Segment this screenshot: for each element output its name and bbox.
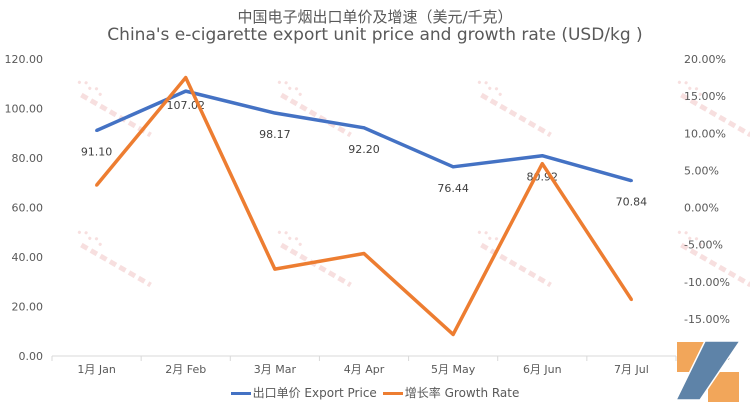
growth-rate-point <box>362 252 366 256</box>
data-label: 98.17 <box>259 128 291 141</box>
watermark-logo <box>677 230 750 288</box>
y-left-tick-label: 80.00 <box>12 152 44 165</box>
legend-swatch <box>230 392 251 395</box>
y-left-tick-label: 0.00 <box>19 350 44 363</box>
export-price-point <box>273 111 277 115</box>
y-left-tick-label: 40.00 <box>12 251 44 264</box>
y-right-tick-label: 15.00% <box>684 90 726 103</box>
y-left-tick-label: 120.00 <box>5 53 44 66</box>
y-right-tick-label: 10.00% <box>684 127 726 140</box>
data-label: 91.10 <box>81 146 113 159</box>
data-label: 92.20 <box>348 143 380 156</box>
watermark-logo <box>77 80 152 138</box>
export-price-point <box>540 154 544 158</box>
x-tick-label: 2月 Feb <box>165 363 206 376</box>
data-label: 70.84 <box>616 196 648 209</box>
y-left-tick-label: 20.00 <box>12 301 44 314</box>
export-price-point <box>451 165 455 169</box>
watermark-logo <box>677 80 750 138</box>
y-right-tick-label: 5.00% <box>684 164 719 177</box>
growth-rate-line <box>95 75 633 337</box>
export-price-point <box>629 179 633 183</box>
y-right-tick-label: 20.00% <box>684 53 726 66</box>
legend: 出口单价 Export Price 增长率 Growth Rate <box>0 384 750 401</box>
y-right-tick-label: -5.00% <box>684 239 723 252</box>
x-tick-label: 1月 Jan <box>77 363 115 376</box>
growth-rate-point <box>451 332 455 336</box>
x-tick-label: 6月 Jun <box>523 363 562 376</box>
y-right-tick-label: 0.00% <box>684 202 719 215</box>
export-price-point <box>362 126 366 130</box>
watermark-logo <box>477 230 552 288</box>
chart-title: 中国电子烟出口单价及增速（美元/千克） <box>237 8 513 26</box>
watermark-logo <box>77 230 152 288</box>
chart-subtitle: China's e-cigarette export unit price an… <box>107 25 643 45</box>
legend-swatch <box>382 392 403 395</box>
y-right-tick-label: -15.00% <box>684 313 730 326</box>
legend-label: 增长率 Growth Rate <box>404 386 520 400</box>
x-tick-label: 4月 Apr <box>344 363 385 376</box>
y-right-tick-label: -10.00% <box>684 276 730 289</box>
growth-rate-point <box>184 76 188 80</box>
data-label: 76.44 <box>437 182 469 195</box>
growth-rate-point <box>540 162 544 166</box>
logo-icon <box>674 340 742 402</box>
export-price-point <box>184 89 188 93</box>
growth-rate-point <box>273 267 277 271</box>
x-tick-label: 3月 Mar <box>254 363 297 376</box>
watermark-logo <box>277 230 352 288</box>
x-tick-label: 5月 May <box>431 363 476 376</box>
export-price-point <box>95 129 99 133</box>
watermark-logo <box>477 80 552 138</box>
y-left-tick-label: 100.00 <box>5 103 44 116</box>
legend-item-export-price: 出口单价 Export Price <box>230 384 377 401</box>
growth-rate-point <box>95 183 99 187</box>
x-tick-label: 7月 Jul <box>614 363 649 376</box>
y-left-tick-label: 60.00 <box>12 202 44 215</box>
watermark-logo <box>277 80 352 138</box>
growth-rate-point <box>629 298 633 302</box>
legend-label: 出口单价 Export Price <box>252 386 377 400</box>
legend-item-growth-rate: 增长率 Growth Rate <box>382 384 520 401</box>
